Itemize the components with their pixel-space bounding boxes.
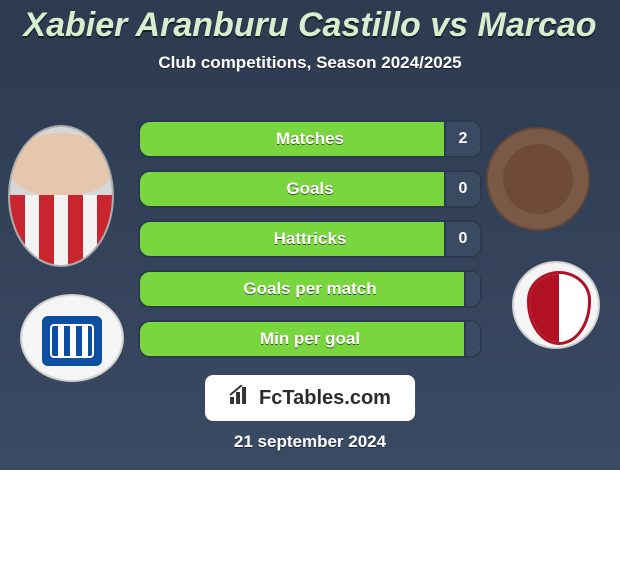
stat-bar: Goals per match xyxy=(138,270,482,308)
stat-label: Goals xyxy=(140,172,480,206)
face-placeholder-icon xyxy=(503,144,573,214)
stat-bar: Matches 2 xyxy=(138,120,482,158)
sevilla-shield-icon xyxy=(527,271,586,338)
stat-bars: Matches 2 Goals 0 Hattricks 0 Goals per … xyxy=(138,120,482,370)
player-right-photo xyxy=(486,127,590,231)
top-panel: Xabier Aranburu Castillo vs Marcao Club … xyxy=(0,0,620,470)
stat-label: Hattricks xyxy=(140,222,480,256)
page-subtitle: Club competitions, Season 2024/2025 xyxy=(0,53,620,73)
club-crest-left xyxy=(20,294,124,382)
stat-bar: Hattricks 0 xyxy=(138,220,482,258)
face-placeholder-icon xyxy=(10,133,112,195)
page-title: Xabier Aranburu Castillo vs Marcao xyxy=(0,0,620,45)
alaves-shield-icon xyxy=(42,316,102,366)
branding-text: FcTables.com xyxy=(259,387,391,410)
stat-bar: Min per goal xyxy=(138,320,482,358)
club-crest-right xyxy=(512,261,600,349)
stat-label: Matches xyxy=(140,122,480,156)
stat-bar: Goals 0 xyxy=(138,170,482,208)
branding-box: FcTables.com xyxy=(205,375,415,421)
stat-label: Min per goal xyxy=(140,322,480,356)
bar-chart-icon xyxy=(229,385,251,411)
player-left-photo xyxy=(8,125,114,267)
comparison-card: { "header": { "title": "Xabier Aranburu … xyxy=(0,0,620,580)
footer-date: 21 september 2024 xyxy=(0,432,620,452)
stat-label: Goals per match xyxy=(140,272,480,306)
kit-stripes xyxy=(10,195,112,267)
